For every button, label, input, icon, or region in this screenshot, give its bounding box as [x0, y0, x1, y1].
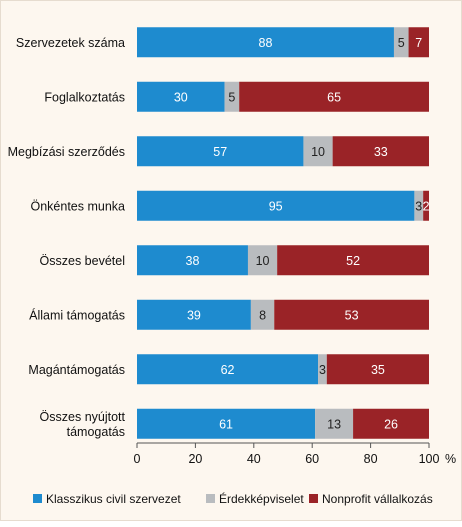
- bar-segment: [137, 27, 394, 58]
- bar-segment: [239, 81, 429, 112]
- bar-segment: [250, 299, 275, 330]
- bar-segment: [137, 190, 415, 221]
- legend-swatch: [309, 494, 318, 503]
- category-label: Önkéntes munka: [31, 199, 126, 213]
- data-label: 33: [374, 145, 388, 159]
- bar-segment: [315, 408, 354, 439]
- bar-segment: [137, 136, 304, 167]
- category-labels: Szervezetek száma Foglalkoztatás Megbízási…: [8, 36, 126, 439]
- x-unit-label: %: [445, 452, 456, 466]
- category-label: Állami támogatás: [29, 307, 125, 322]
- bar-segment: [137, 299, 251, 330]
- legend-label: Érdekképviselet: [219, 491, 304, 506]
- bar-segment: [393, 27, 409, 58]
- data-label: 52: [346, 254, 360, 268]
- data-label: 3: [319, 363, 326, 377]
- x-axis: 0 20 40 60 80 100%: [134, 442, 456, 466]
- category-label: Összes nyújtott támogatás: [40, 410, 126, 439]
- legend-label: Klasszikus civil szervezet: [46, 492, 181, 506]
- bar-segment: [303, 136, 333, 167]
- category-label: Szervezetek száma: [16, 36, 125, 50]
- data-label: 5: [398, 36, 405, 50]
- category-label: Foglalkoztatás: [44, 90, 125, 104]
- data-label: 53: [345, 308, 359, 322]
- data-label: 57: [213, 145, 227, 159]
- legend-swatch: [206, 494, 215, 503]
- data-label: 7: [415, 36, 422, 50]
- bar-segment: [247, 245, 278, 276]
- legend: Klasszikus civil szervezet Érdekképvisele…: [33, 491, 433, 506]
- bar-segment: [326, 354, 429, 385]
- data-label: 5: [228, 90, 235, 104]
- category-label: Magántámogatás: [28, 363, 125, 377]
- x-tick-label: 40: [247, 452, 261, 466]
- bar-segment: [353, 408, 429, 439]
- data-label: 30: [174, 90, 188, 104]
- data-label: 35: [371, 363, 385, 377]
- bar-segment: [408, 27, 429, 58]
- bar-segment: [137, 245, 248, 276]
- data-label: 8: [259, 308, 266, 322]
- category-label: Megbízási szerződés: [8, 145, 125, 159]
- bar-segment: [277, 245, 429, 276]
- data-label: 62: [221, 363, 235, 377]
- data-label: 61: [219, 417, 233, 431]
- data-label: 26: [384, 417, 398, 431]
- x-tick-label: 20: [188, 452, 202, 466]
- x-tick-label: 100: [419, 452, 440, 466]
- bar-segment: [274, 299, 429, 330]
- bar-segment: [137, 354, 319, 385]
- data-label: 65: [327, 90, 341, 104]
- data-label: 13: [327, 417, 341, 431]
- bar-segment: [137, 81, 225, 112]
- data-label: 3: [415, 199, 422, 213]
- legend-label: Nonprofit vállalkozás: [322, 492, 433, 506]
- x-tick-label: 0: [134, 452, 141, 466]
- data-label: 38: [186, 254, 200, 268]
- bar-segment: [137, 408, 316, 439]
- data-label: 2: [423, 199, 430, 213]
- bar-segment: [414, 190, 424, 221]
- bar-segment: [224, 81, 240, 112]
- bar-segment: [318, 354, 327, 385]
- x-tick-label: 60: [305, 452, 319, 466]
- data-label: 10: [311, 145, 325, 159]
- legend-swatch: [33, 494, 42, 503]
- data-label: 88: [259, 36, 273, 50]
- data-label: 10: [256, 254, 270, 268]
- bar-segment: [332, 136, 429, 167]
- bar-segment: [423, 190, 429, 221]
- data-label: 39: [187, 308, 201, 322]
- data-label: 95: [269, 199, 283, 213]
- x-tick-label: 80: [364, 452, 378, 466]
- category-label: Összes bevétel: [40, 254, 125, 268]
